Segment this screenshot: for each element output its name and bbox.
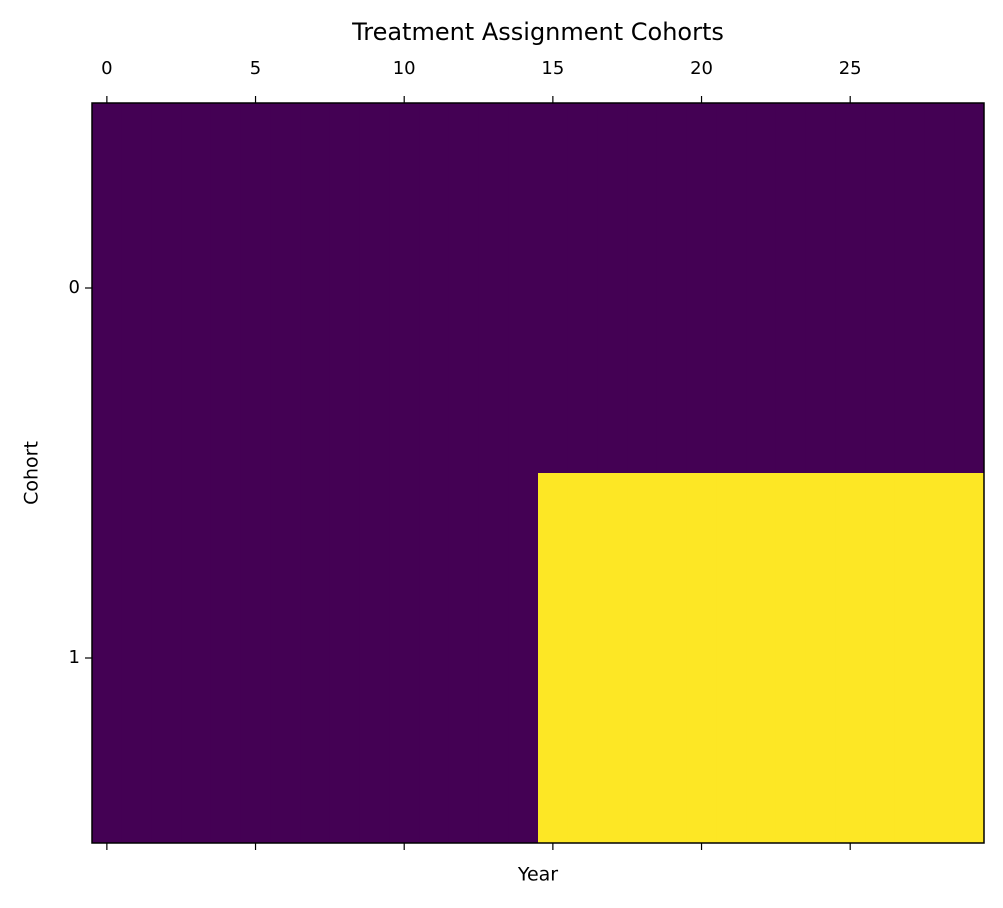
- heatmap-cell: [270, 473, 301, 843]
- heatmap-cell: [894, 103, 926, 473]
- heatmap-cell: [210, 103, 242, 473]
- heatmap-cell: [151, 103, 182, 473]
- heatmap-cell: [389, 103, 420, 473]
- heatmap-cell: [181, 103, 212, 473]
- heatmap-cell: [121, 473, 152, 843]
- x-axis-label: Year: [517, 864, 558, 886]
- heatmap-cell: [656, 473, 688, 843]
- heatmap-cell: [746, 473, 777, 843]
- heatmap-cell: [924, 103, 955, 473]
- heatmap-cell: [448, 103, 480, 473]
- heatmap-cell: [597, 103, 628, 473]
- y-tick-label: 1: [69, 647, 80, 668]
- heatmap-cell: [775, 473, 807, 843]
- heatmap-cell: [359, 103, 390, 473]
- heatmap-cell: [805, 473, 836, 843]
- heatmap-cell: [508, 473, 539, 843]
- heatmap-cell: [300, 473, 331, 843]
- heatmap-cell: [419, 103, 450, 473]
- heatmap-cell: [805, 103, 836, 473]
- heatmap-cell: [151, 473, 182, 843]
- heatmap-cell: [181, 473, 212, 843]
- heatmap-cell: [240, 103, 271, 473]
- heatmap-cell: [329, 473, 361, 843]
- heatmap-cell: [686, 473, 717, 843]
- chart-title: Treatment Assignment Cohorts: [351, 18, 724, 46]
- heatmap-cell: [716, 473, 747, 843]
- heatmap-cell: [300, 103, 331, 473]
- heatmap-cell: [508, 103, 539, 473]
- heatmap-cell: [478, 103, 509, 473]
- heatmap-cell: [627, 103, 658, 473]
- heatmap-cell: [835, 473, 866, 843]
- heatmap-cell: [954, 103, 985, 473]
- heatmap-cell: [865, 473, 896, 843]
- heatmap-cell: [597, 473, 628, 843]
- heatmap-cell: [389, 473, 420, 843]
- x-tick-label: 25: [839, 58, 862, 79]
- heatmap-cell: [538, 103, 569, 473]
- x-tick-label: 20: [690, 58, 713, 79]
- heatmap-cell: [270, 103, 301, 473]
- plot-frame: [91, 102, 985, 844]
- heatmap-cell: [240, 473, 271, 843]
- heatmap-cell: [746, 103, 777, 473]
- heatmap-cell: [121, 103, 152, 473]
- heatmap-cell: [419, 473, 450, 843]
- heatmap-cell: [92, 103, 123, 473]
- heatmap-cell: [924, 473, 955, 843]
- heatmap-cell: [567, 103, 598, 473]
- x-tick-label: 15: [541, 58, 564, 79]
- heatmap-cell: [567, 473, 598, 843]
- x-tick-label: 0: [101, 58, 112, 79]
- heatmap-cell: [448, 473, 480, 843]
- heatmap-cell: [329, 103, 361, 473]
- heatmap-cell: [478, 473, 509, 843]
- heatmap-cell: [835, 103, 866, 473]
- heatmap-cell: [775, 103, 807, 473]
- heatmap-cell: [716, 103, 747, 473]
- y-axis-label: Cohort: [21, 441, 43, 505]
- heatmap-cell: [954, 473, 985, 843]
- heatmap-cell: [359, 473, 390, 843]
- y-tick-label: 0: [69, 277, 80, 298]
- heatmap-cell: [92, 473, 123, 843]
- heatmap-cell: [686, 103, 717, 473]
- heatmap-cell: [865, 103, 896, 473]
- heatmap-cell: [627, 473, 658, 843]
- heatmap-cell: [210, 473, 242, 843]
- heatmap-cell: [656, 103, 688, 473]
- heatmap-cell: [894, 473, 926, 843]
- heatmap-cell: [538, 473, 569, 843]
- x-tick-label: 10: [393, 58, 416, 79]
- x-tick-label: 5: [250, 58, 261, 79]
